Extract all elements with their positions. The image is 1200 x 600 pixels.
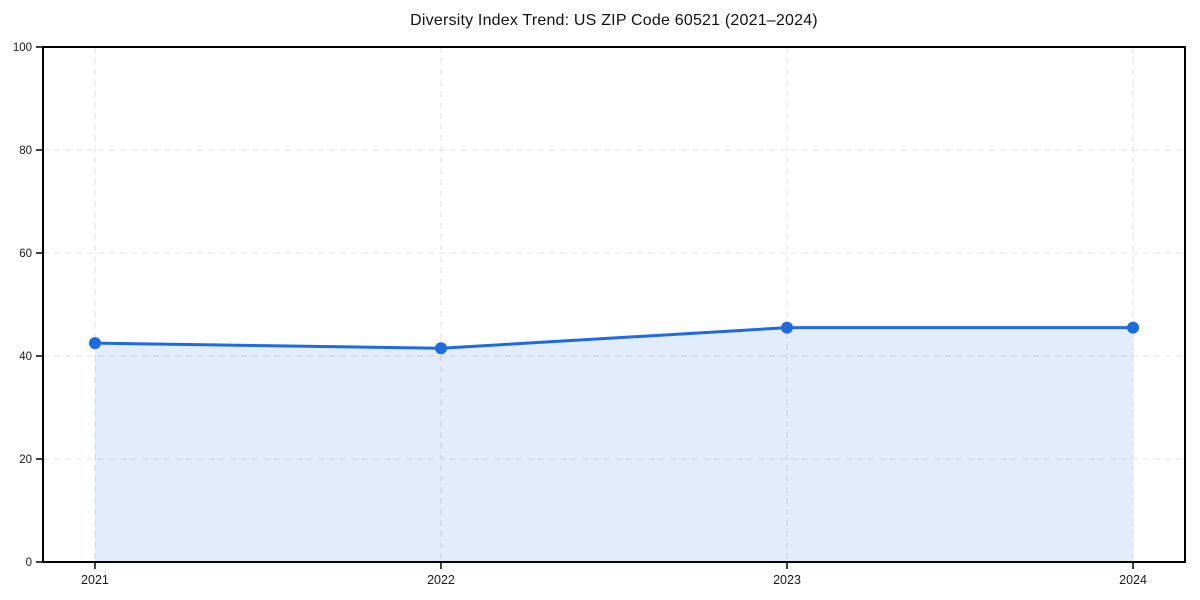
tick-layer (36, 46, 1134, 569)
data-point-2023 (781, 321, 794, 334)
chart-title: Diversity Index Trend: US ZIP Code 60521… (410, 12, 818, 29)
y-tick-label: 20 (19, 454, 32, 466)
x-tick-label: 2023 (773, 573, 801, 587)
data-point-2024 (1127, 321, 1140, 334)
x-tick-label: 2024 (1119, 573, 1147, 587)
x-tick-label: 2021 (81, 573, 109, 587)
y-tick-label: 100 (13, 42, 32, 54)
axes-box (42, 46, 1186, 563)
x-tick-label: 2022 (427, 573, 455, 587)
y-tick-label: 0 (26, 557, 32, 569)
y-tick-label: 60 (19, 248, 32, 260)
spine-layer (42, 46, 1186, 563)
data-point-2022 (434, 342, 447, 355)
label-layer: 0 20 40 60 80 100 2021 2022 2023 2024 (13, 42, 1147, 587)
data-layer (88, 321, 1140, 562)
data-point-2021 (88, 337, 101, 350)
y-tick-label: 40 (19, 351, 32, 363)
grid-layer (43, 46, 1185, 563)
trend-line (93, 326, 1135, 350)
y-tick-label: 80 (19, 145, 32, 157)
area-fill (94, 327, 1134, 562)
